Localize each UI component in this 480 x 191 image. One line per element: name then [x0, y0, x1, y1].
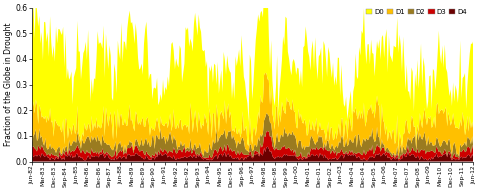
- Legend: D0, D1, D2, D3, D4: D0, D1, D2, D3, D4: [363, 6, 470, 18]
- Y-axis label: Fraction of the Globe in Drought: Fraction of the Globe in Drought: [4, 23, 13, 146]
